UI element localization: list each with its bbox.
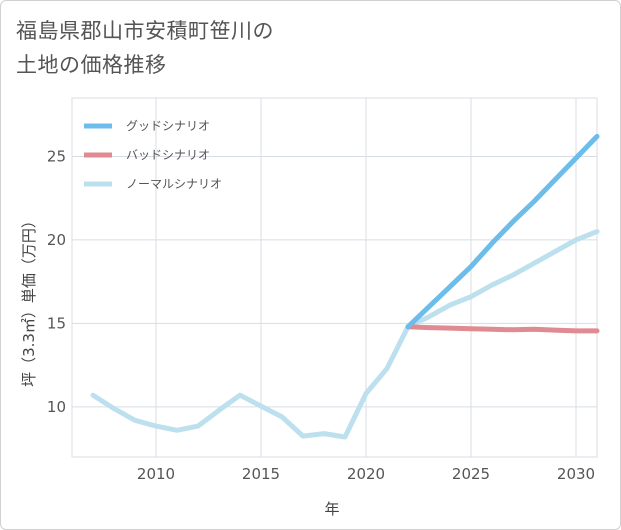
chart-title-line-1: 福島県郡山市安積町笹川の	[16, 19, 274, 43]
x-tick-label: 2030	[557, 465, 595, 483]
plot-border	[71, 97, 598, 458]
legend-label: バッドシナリオ	[126, 148, 210, 162]
chart-title-line-2: 土地の価格推移	[16, 53, 167, 77]
x-tick-label: 2020	[347, 465, 385, 483]
y-tick-label: 10	[47, 398, 66, 416]
legend-label: グッドシナリオ	[126, 119, 210, 133]
y-tick-label: 20	[47, 231, 66, 249]
x-tick-label: 2010	[137, 465, 175, 483]
series-line-1	[405, 324, 600, 334]
x-axis-title: 年	[324, 500, 339, 518]
chart-title: 福島県郡山市安積町笹川の 土地の価格推移	[16, 14, 274, 82]
legend-label: ノーマルシナリオ	[126, 177, 222, 191]
series-line-3	[90, 324, 411, 440]
series-line-0	[405, 133, 600, 330]
x-tick-label: 2025	[452, 465, 490, 483]
y-tick-label: 25	[47, 147, 66, 165]
y-axis-title: 坪（3.3㎡）単価（万円）	[20, 213, 38, 387]
series-line-2	[405, 229, 600, 330]
y-tick-label: 15	[47, 314, 66, 332]
series-layer	[90, 133, 600, 440]
x-tick-label: 2015	[242, 465, 280, 483]
